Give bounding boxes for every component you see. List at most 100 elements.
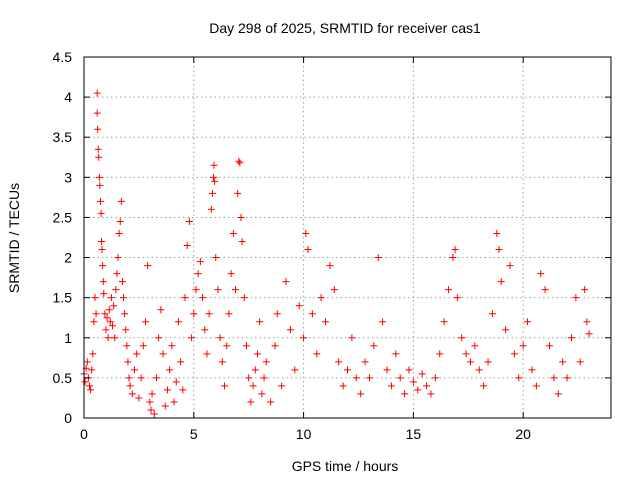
- data-point: [326, 262, 334, 270]
- data-point: [128, 390, 136, 398]
- data-point: [379, 318, 387, 326]
- data-point: [238, 238, 246, 246]
- data-point: [100, 290, 108, 298]
- data-point: [211, 177, 219, 185]
- data-point: [95, 153, 103, 161]
- data-point: [104, 334, 112, 342]
- data-point: [262, 358, 270, 366]
- data-point: [235, 157, 243, 165]
- data-point: [107, 294, 115, 302]
- data-point: [174, 318, 182, 326]
- data-point: [414, 386, 422, 394]
- data-point: [344, 366, 351, 374]
- data-point: [141, 318, 149, 326]
- data-point: [273, 310, 281, 318]
- data-point: [453, 294, 461, 302]
- data-point: [249, 382, 257, 390]
- data-point: [81, 378, 89, 386]
- y-tick-label: 0.5: [53, 370, 73, 386]
- chart-title: Day 298 of 2025, SRMTID for receiver cas…: [209, 20, 481, 36]
- plot-frame: [83, 56, 612, 419]
- data-point: [94, 145, 102, 153]
- data-point: [117, 197, 125, 205]
- data-point: [317, 294, 325, 302]
- data-point: [427, 390, 435, 398]
- data-point: [118, 278, 126, 286]
- data-point: [471, 342, 479, 350]
- data-point: [96, 181, 104, 189]
- data-point: [229, 229, 237, 237]
- data-point: [418, 370, 426, 378]
- data-point: [203, 350, 211, 358]
- data-point: [258, 390, 266, 398]
- data-point: [157, 306, 165, 314]
- data-point: [126, 382, 134, 390]
- data-point: [97, 209, 105, 217]
- data-point: [440, 318, 448, 326]
- data-point: [199, 294, 207, 302]
- data-point: [576, 358, 584, 366]
- data-point: [170, 398, 178, 406]
- data-point: [374, 254, 382, 262]
- data-point: [106, 318, 114, 326]
- data-point: [495, 246, 503, 254]
- data-point: [291, 366, 299, 374]
- data-point: [113, 270, 121, 278]
- data-point: [524, 318, 532, 326]
- data-point: [572, 294, 580, 302]
- data-point: [181, 294, 189, 302]
- data-point: [267, 398, 275, 406]
- data-point: [89, 350, 97, 358]
- data-point: [185, 217, 193, 225]
- data-point: [550, 374, 558, 382]
- data-point: [139, 342, 147, 350]
- data-point: [159, 350, 167, 358]
- data-point: [94, 125, 102, 133]
- data-point: [216, 334, 224, 342]
- data-point: [300, 334, 308, 342]
- data-point: [155, 334, 163, 342]
- data-point: [188, 334, 196, 342]
- data-point: [150, 410, 158, 418]
- data-point: [147, 406, 155, 414]
- data-point: [163, 386, 171, 394]
- data-point: [585, 330, 593, 338]
- data-point: [133, 350, 141, 358]
- data-point: [194, 270, 202, 278]
- data-point: [387, 382, 395, 390]
- data-point: [88, 366, 96, 374]
- data-point: [210, 173, 218, 181]
- data-point: [166, 366, 174, 374]
- data-point: [554, 390, 562, 398]
- data-point: [190, 310, 198, 318]
- data-points: [80, 89, 593, 418]
- y-tick-label: 2.5: [53, 209, 73, 225]
- data-point: [93, 109, 101, 117]
- data-point: [528, 366, 536, 374]
- data-point: [475, 366, 483, 374]
- data-point: [497, 278, 505, 286]
- data-point: [423, 382, 431, 390]
- data-point: [207, 205, 215, 213]
- data-point: [260, 374, 268, 382]
- data-point: [123, 342, 131, 350]
- data-point: [278, 382, 286, 390]
- data-point: [234, 189, 242, 197]
- data-point: [401, 390, 409, 398]
- data-point: [484, 358, 492, 366]
- data-point: [124, 358, 132, 366]
- y-tick-label: 1.5: [53, 290, 73, 306]
- data-point: [271, 342, 279, 350]
- data-point: [352, 374, 360, 382]
- data-point: [92, 310, 100, 318]
- data-point: [152, 374, 160, 382]
- data-point: [370, 342, 378, 350]
- x-tick-label: 0: [80, 426, 88, 442]
- data-point: [546, 342, 554, 350]
- data-point: [87, 386, 95, 394]
- data-point: [192, 286, 200, 294]
- data-point: [247, 398, 255, 406]
- data-point: [161, 402, 169, 410]
- data-point: [120, 294, 128, 302]
